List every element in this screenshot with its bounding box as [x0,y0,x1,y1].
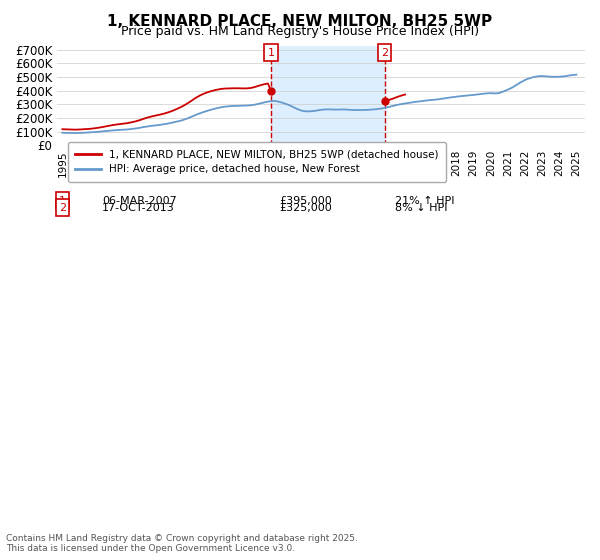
Text: 17-OCT-2013: 17-OCT-2013 [102,203,175,213]
Text: 1, KENNARD PLACE, NEW MILTON, BH25 5WP: 1, KENNARD PLACE, NEW MILTON, BH25 5WP [107,14,493,29]
Text: Contains HM Land Registry data © Crown copyright and database right 2025.
This d: Contains HM Land Registry data © Crown c… [6,534,358,553]
Text: 8% ↓ HPI: 8% ↓ HPI [395,203,448,213]
Legend: 1, KENNARD PLACE, NEW MILTON, BH25 5WP (detached house), HPI: Average price, det: 1, KENNARD PLACE, NEW MILTON, BH25 5WP (… [68,142,446,181]
Bar [271,46,385,145]
Text: 1: 1 [268,48,275,58]
Text: £395,000: £395,000 [279,196,332,206]
Text: 06-MAR-2007: 06-MAR-2007 [102,196,177,206]
Text: 1: 1 [59,196,66,206]
Text: £325,000: £325,000 [279,203,332,213]
Text: 21% ↑ HPI: 21% ↑ HPI [395,196,455,206]
Text: 2: 2 [59,203,66,213]
Text: Price paid vs. HM Land Registry's House Price Index (HPI): Price paid vs. HM Land Registry's House … [121,25,479,38]
Text: 2: 2 [381,48,388,58]
